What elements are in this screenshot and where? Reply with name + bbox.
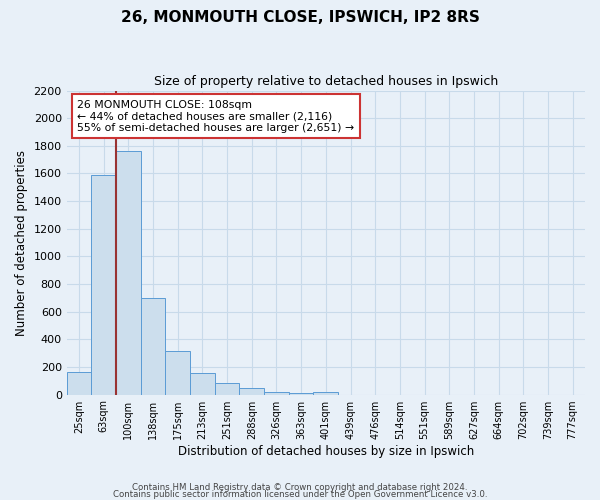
Y-axis label: Number of detached properties: Number of detached properties — [15, 150, 28, 336]
Bar — [239, 388, 264, 394]
Text: Contains HM Land Registry data © Crown copyright and database right 2024.: Contains HM Land Registry data © Crown c… — [132, 484, 468, 492]
Text: 26 MONMOUTH CLOSE: 108sqm
← 44% of detached houses are smaller (2,116)
55% of se: 26 MONMOUTH CLOSE: 108sqm ← 44% of detac… — [77, 100, 354, 133]
X-axis label: Distribution of detached houses by size in Ipswich: Distribution of detached houses by size … — [178, 444, 474, 458]
Bar — [91, 175, 116, 394]
Bar — [166, 351, 190, 395]
Bar — [264, 392, 289, 394]
Bar — [141, 298, 166, 394]
Bar — [289, 392, 313, 394]
Bar — [215, 383, 239, 394]
Bar — [313, 392, 338, 394]
Bar — [116, 152, 141, 394]
Bar — [190, 373, 215, 394]
Title: Size of property relative to detached houses in Ipswich: Size of property relative to detached ho… — [154, 75, 498, 88]
Bar — [67, 372, 91, 394]
Text: 26, MONMOUTH CLOSE, IPSWICH, IP2 8RS: 26, MONMOUTH CLOSE, IPSWICH, IP2 8RS — [121, 10, 479, 25]
Text: Contains public sector information licensed under the Open Government Licence v3: Contains public sector information licen… — [113, 490, 487, 499]
